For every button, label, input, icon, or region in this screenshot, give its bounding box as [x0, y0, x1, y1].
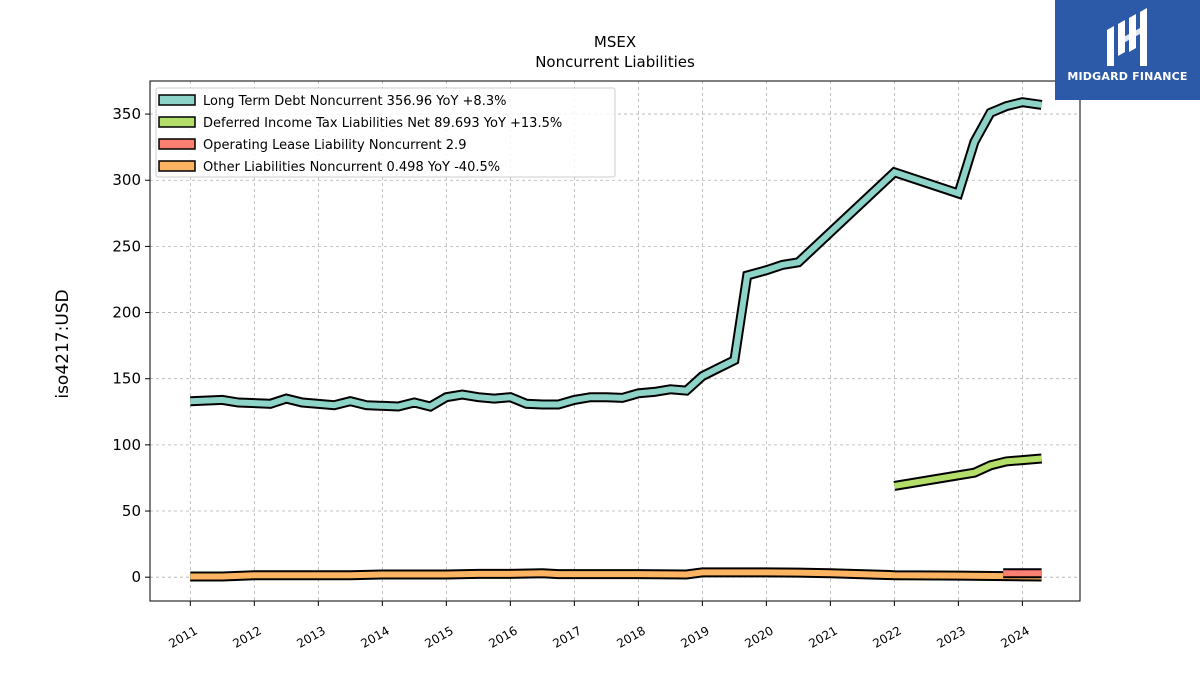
legend-swatch: [158, 138, 196, 150]
x-tick-label: 2019: [678, 623, 711, 650]
x-tick-label: 2021: [806, 623, 839, 650]
x-tick-label: 2018: [614, 623, 647, 650]
legend-swatch: [158, 116, 196, 128]
legend: Long Term Debt Noncurrent 356.96 YoY +8.…: [155, 87, 616, 178]
legend-swatch: [158, 160, 196, 172]
y-tick-label: 300: [112, 171, 141, 189]
legend-entry: Long Term Debt Noncurrent 356.96 YoY +8.…: [203, 94, 506, 109]
x-tick-label: 2014: [358, 623, 391, 650]
series-lines: [190, 97, 1043, 582]
chart-subtitle: Noncurrent Liabilities: [535, 53, 695, 71]
x-tick-label: 2022: [870, 623, 903, 650]
series-line: [893, 455, 1042, 489]
y-tick-label: 200: [112, 304, 141, 322]
x-tick-label: 2012: [230, 623, 263, 650]
series-line: [190, 99, 1043, 410]
y-axis: 0 50 100 150 200 250 300 350: [112, 105, 150, 586]
x-tick-label: 2017: [550, 623, 583, 650]
brand-logo: MIDGARD FINANCE: [1055, 0, 1200, 100]
x-tick-label: 2024: [998, 623, 1031, 650]
plot-area: [149, 80, 1081, 602]
legend-entry: Other Liabilities Noncurrent 0.498 YoY -…: [203, 160, 500, 175]
x-axis: 2011 2012 2013 2014 2015 2016 2017 2018 2019 2020…: [166, 601, 1032, 651]
mf-monogram-icon: [1107, 8, 1147, 66]
x-tick-label: 2011: [166, 623, 199, 650]
chart-title: MSEX: [594, 33, 636, 51]
legend-box: [155, 87, 616, 178]
x-tick-label: 2015: [422, 623, 455, 650]
y-tick-label: 100: [112, 436, 141, 454]
x-tick-label: 2020: [742, 623, 775, 650]
legend-entry: Operating Lease Liability Noncurrent 2.9: [203, 138, 466, 153]
x-tick-label: 2013: [294, 623, 327, 650]
y-tick-label: 50: [122, 502, 141, 520]
y-tick-label: 0: [131, 568, 141, 586]
series-line: [190, 569, 1042, 580]
brand-name: MIDGARD FINANCE: [1067, 70, 1188, 83]
y-tick-label: 350: [112, 105, 141, 123]
y-tick-label: 250: [112, 237, 141, 255]
x-tick-label: 2016: [486, 623, 519, 650]
legend-entry: Deferred Income Tax Liabilities Net 89.6…: [203, 116, 562, 131]
legend-swatch: [158, 94, 196, 106]
y-axis-label: iso4217:USD: [53, 289, 73, 398]
y-tick-label: 150: [112, 370, 141, 388]
x-tick-label: 2023: [934, 623, 967, 650]
